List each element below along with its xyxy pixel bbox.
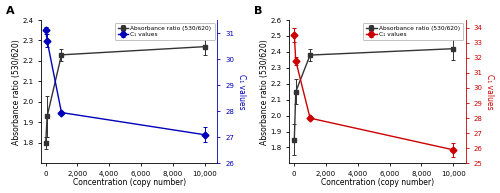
Y-axis label: Absorbance ratio (530/620): Absorbance ratio (530/620) [260, 39, 269, 145]
X-axis label: Concentration (copy number): Concentration (copy number) [72, 179, 186, 187]
Legend: Absorbance ratio (530/620), C₁ values: Absorbance ratio (530/620), C₁ values [364, 23, 463, 40]
Y-axis label: C₁ values: C₁ values [486, 74, 494, 110]
Text: A: A [6, 6, 14, 16]
Text: B: B [254, 6, 262, 16]
X-axis label: Concentration (copy number): Concentration (copy number) [321, 179, 434, 187]
Legend: Absorbance ratio (530/620), C₁ values: Absorbance ratio (530/620), C₁ values [114, 23, 214, 40]
Y-axis label: C₁ values: C₁ values [237, 74, 246, 110]
Y-axis label: Absorbance ratio (530/620): Absorbance ratio (530/620) [12, 39, 20, 145]
